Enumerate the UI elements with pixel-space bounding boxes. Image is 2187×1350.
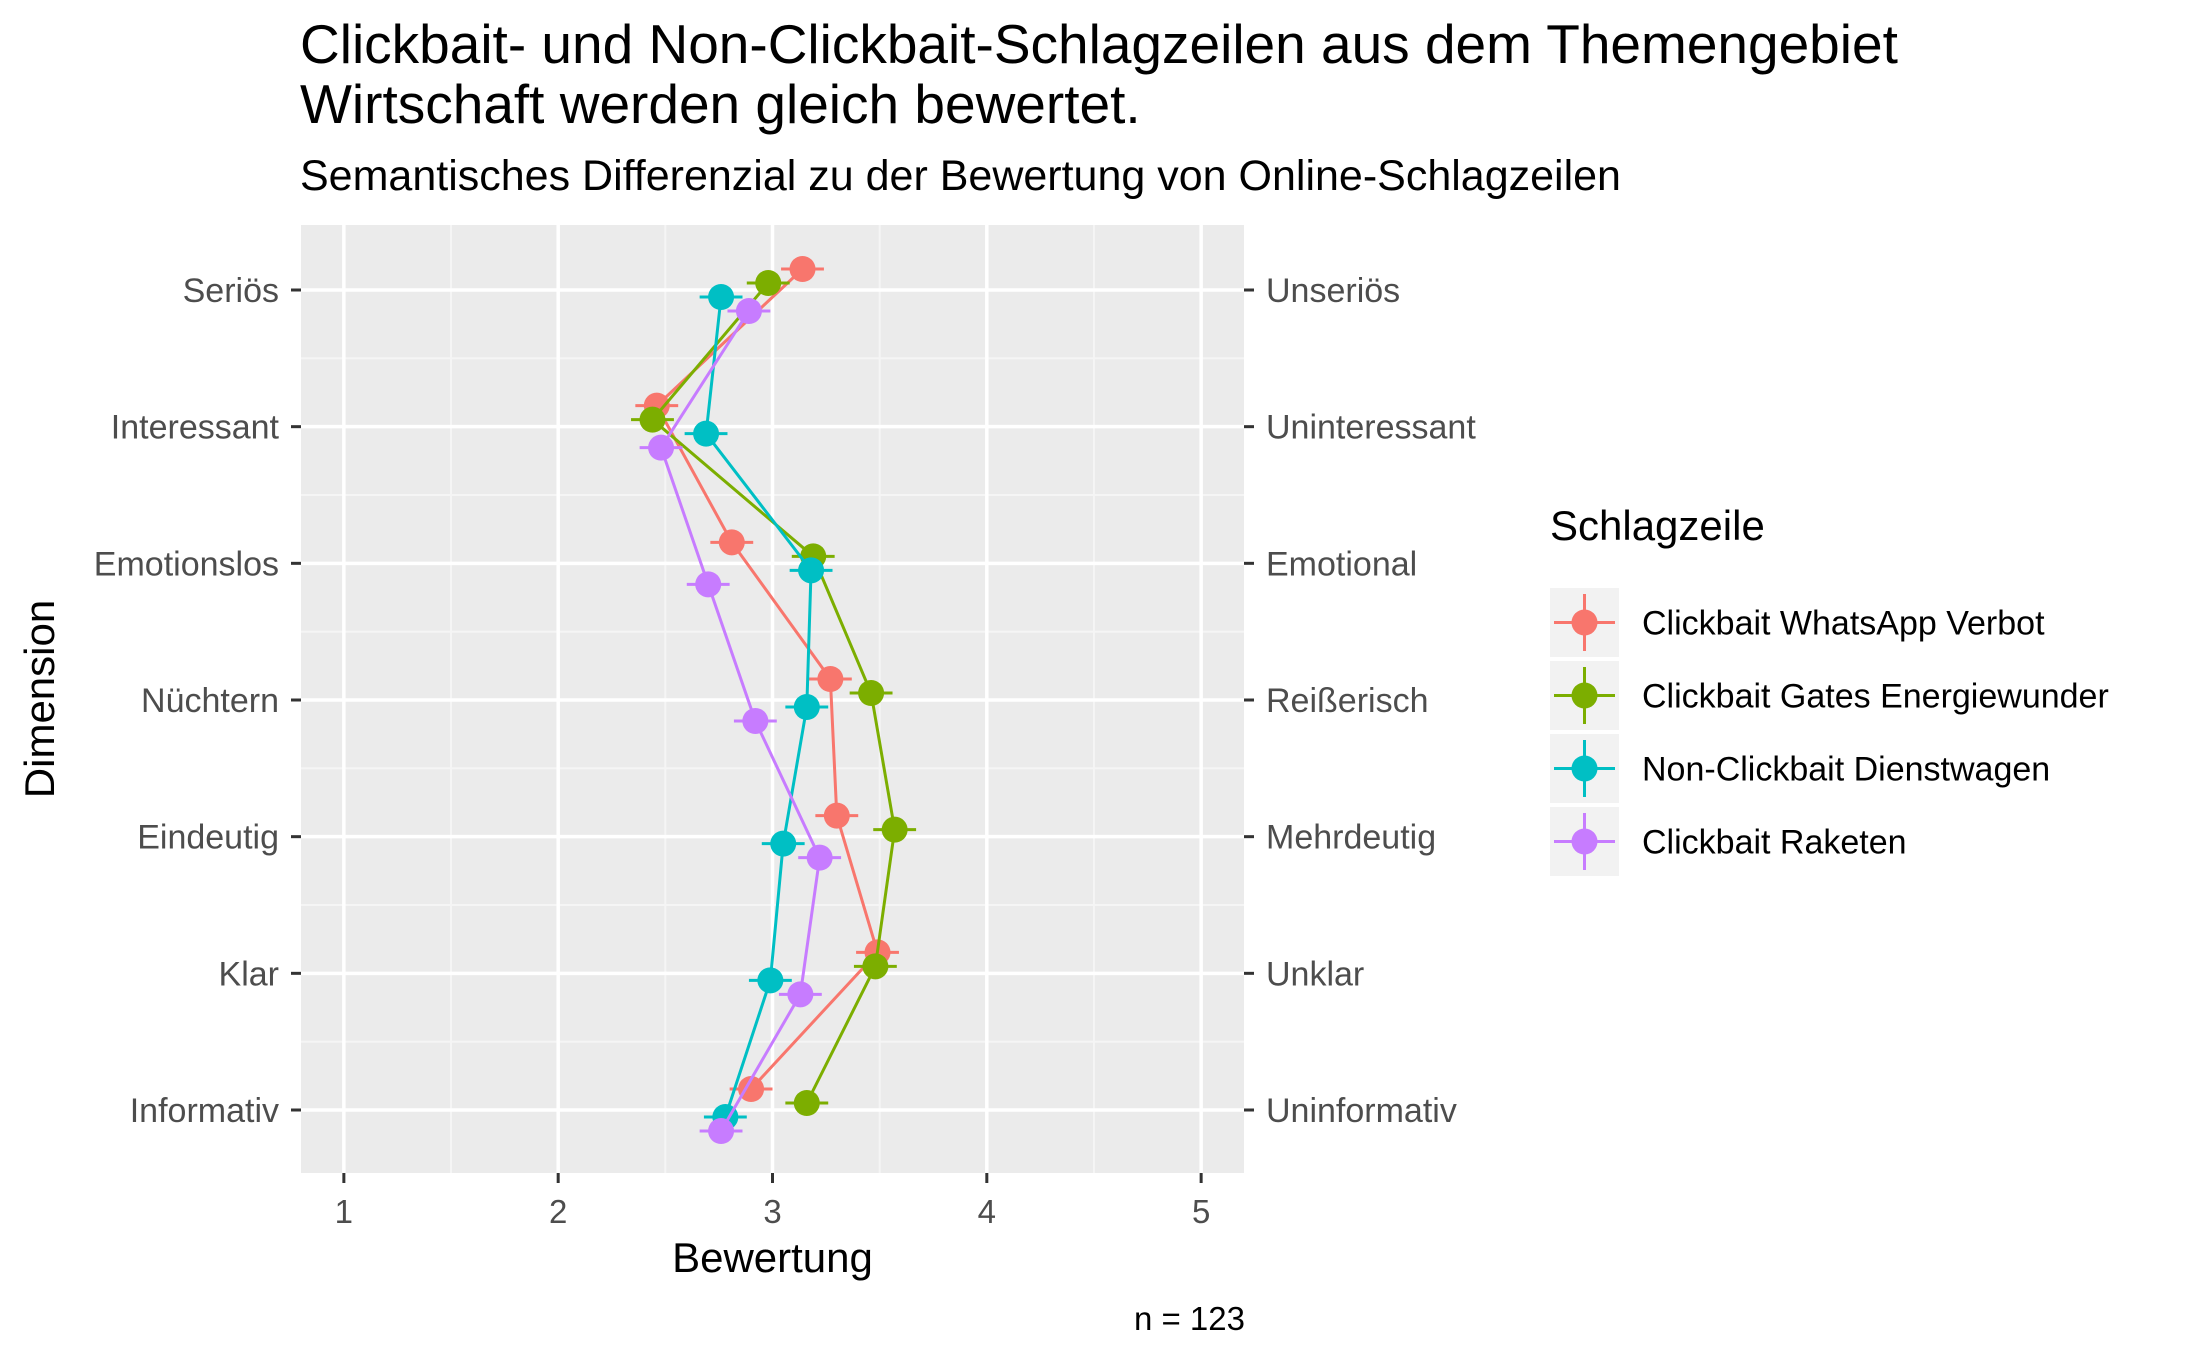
data-point <box>718 529 745 556</box>
caption-n: n = 123 <box>1133 1300 1245 1337</box>
legend-label: Non-Clickbait Dienstwagen <box>1642 751 2050 789</box>
y-tick-label-left: Eindeutig <box>137 819 279 857</box>
data-point <box>738 1076 765 1102</box>
y-tick-label-right: Uninformativ <box>1266 1092 1457 1130</box>
y-tick-label-left: Informativ <box>130 1092 279 1130</box>
data-point <box>742 708 769 734</box>
chart-subtitle: Semantisches Differenzial zu der Bewertu… <box>300 152 1621 200</box>
y-tick-label-right: Unseriös <box>1266 272 1400 310</box>
data-point <box>823 802 850 829</box>
y-tick-label-right: Mehrdeutig <box>1266 819 1436 857</box>
chart-title-line-2: Wirtschaft werden gleich bewertet. <box>300 73 1141 135</box>
data-point <box>735 298 762 324</box>
legend-key-point <box>1571 755 1598 782</box>
legend-key-point <box>1571 828 1598 855</box>
chart-title-line-1: Clickbait- und Non-Clickbait-Schlagzeile… <box>300 13 1898 75</box>
x-tick-label: 5 <box>1192 1193 1210 1230</box>
x-tick-label: 4 <box>978 1193 996 1230</box>
data-point <box>793 1090 820 1116</box>
y-tick-label-left: Nüchtern <box>141 682 279 720</box>
data-point <box>881 816 908 843</box>
y-tick-label-left: Klar <box>219 955 279 993</box>
data-point <box>806 844 833 871</box>
data-point <box>757 967 784 994</box>
y-tick-label-right: Uninteressant <box>1266 409 1476 447</box>
legend-label: Clickbait Gates Energiewunder <box>1642 678 2109 716</box>
data-point <box>798 557 825 584</box>
legend-key-point <box>1571 682 1598 709</box>
x-axis-title: Bewertung <box>672 1234 873 1281</box>
x-tick-label: 1 <box>335 1193 353 1230</box>
data-point <box>708 284 735 310</box>
legend-title: Schlagzeile <box>1550 502 1765 549</box>
data-point <box>755 270 782 296</box>
data-point <box>787 981 814 1008</box>
y-axis-title: Dimension <box>16 600 63 798</box>
data-point <box>770 830 797 857</box>
y-tick-label-right: Unklar <box>1266 955 1364 993</box>
y-tick-label-right: Emotional <box>1266 545 1417 583</box>
data-point <box>793 694 820 720</box>
x-tick-label: 3 <box>763 1193 781 1230</box>
x-tick-label: 2 <box>549 1193 567 1230</box>
data-point <box>695 571 722 598</box>
data-point <box>693 420 720 447</box>
data-point <box>858 680 885 706</box>
data-point <box>639 406 666 433</box>
legend-key-point <box>1571 609 1598 636</box>
y-tick-label-left: Seriös <box>183 272 279 310</box>
data-point <box>708 1118 735 1144</box>
chart-title: Clickbait- und Non-Clickbait-Schlagzeile… <box>300 14 1898 134</box>
legend-label: Clickbait Raketen <box>1642 824 1907 862</box>
data-point <box>789 256 816 282</box>
data-point <box>817 666 844 692</box>
y-tick-label-right: Reißerisch <box>1266 682 1428 720</box>
y-tick-label-left: Interessant <box>111 409 280 447</box>
legend-label: Clickbait WhatsApp Verbot <box>1642 605 2045 643</box>
data-point <box>862 953 889 980</box>
y-tick-label-left: Emotionslos <box>94 545 279 583</box>
data-point <box>648 434 675 461</box>
